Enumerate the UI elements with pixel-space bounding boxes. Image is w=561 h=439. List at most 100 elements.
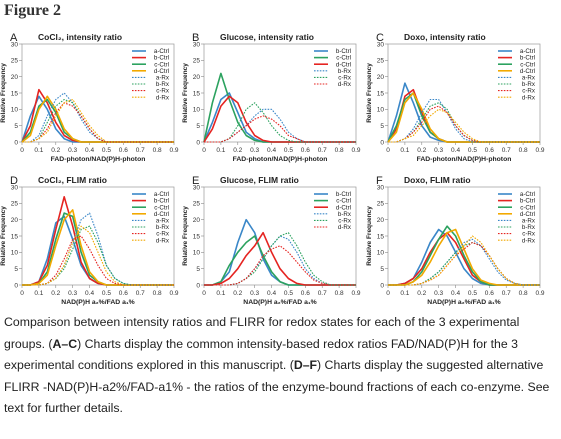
legend-label: b-Rx xyxy=(338,211,352,218)
legend-label: d-Ctrl xyxy=(336,204,351,211)
panel-letter: A xyxy=(10,32,18,44)
x-tick-label: 0.8 xyxy=(153,290,162,297)
legend-label: a-Rx xyxy=(156,218,170,225)
legend-label: a-Ctrl xyxy=(520,191,535,198)
y-tick-label: 15 xyxy=(193,90,201,97)
x-tick-label: 0.9 xyxy=(169,290,178,297)
chart-panel-f: F Doxo, FLIM ratio 0 5 10 15 20 25 30 0 0.1 0.2 0.3 0… xyxy=(366,175,545,306)
legend-label: d-Rx xyxy=(338,81,352,88)
y-tick-label: 5 xyxy=(14,266,18,273)
y-tick-label: 20 xyxy=(193,217,201,224)
legend-label: a-Rx xyxy=(522,75,536,82)
x-tick-label: 0.6 xyxy=(119,147,128,154)
legend-label: d-Ctrl xyxy=(154,68,169,75)
chart-panel-c: C Doxo, intensity ratio 0 5 10 15 20 25 30 0 0.1 0.… xyxy=(366,32,545,163)
x-tick-label: 0.3 xyxy=(68,290,77,297)
series-line-c-rx xyxy=(22,235,174,286)
x-tick-label: 0.1 xyxy=(216,147,225,154)
x-tick-label: 0.4 xyxy=(451,147,460,154)
x-tick-label: 0.5 xyxy=(468,147,477,154)
x-tick-label: 0.3 xyxy=(68,147,77,154)
legend-label: d-Ctrl xyxy=(336,61,351,68)
legend-label: d-Ctrl xyxy=(520,211,535,218)
x-axis-label: NAD(P)H a₂%/FAD a₁% xyxy=(61,299,134,306)
x-axis-label: FAD-photon/NAD(P)H-photon xyxy=(233,156,328,163)
series-line-d-rx xyxy=(22,225,174,286)
legend-label: c-Rx xyxy=(156,88,170,95)
x-tick-label: 0 xyxy=(202,290,206,297)
series-line-d-rx xyxy=(204,245,356,286)
x-tick-label: 0 xyxy=(386,147,390,154)
x-tick-label: 0.9 xyxy=(351,147,360,154)
series-line-d-rx xyxy=(22,98,174,143)
y-axis-label: Relative Frequency xyxy=(182,206,189,266)
panel-title: Glucose, intensity ratio xyxy=(220,32,314,42)
y-axis-label: Relative Frequency xyxy=(0,63,7,123)
panel-title: Doxo, FLIM ratio xyxy=(404,175,471,185)
y-tick-label: 25 xyxy=(193,201,201,208)
x-axis-label: NAD(P)H a₂%/FAD a₁% xyxy=(427,299,500,306)
series-line-d-rx xyxy=(388,235,540,286)
x-tick-label: 0.3 xyxy=(434,290,443,297)
series-line-a-ctrl xyxy=(21,95,174,143)
y-tick-label: 20 xyxy=(193,74,201,81)
legend-label: b-Rx xyxy=(156,81,170,88)
legend-label: b-Ctrl xyxy=(520,198,535,205)
panel-title: CoCl₂, intensity ratio xyxy=(38,32,122,42)
x-tick-label: 0.2 xyxy=(417,290,426,297)
x-tick-label: 0.7 xyxy=(318,290,327,297)
x-tick-label: 0.6 xyxy=(301,290,310,297)
y-tick-label: 15 xyxy=(11,90,19,97)
y-tick-label: 5 xyxy=(196,123,200,130)
x-tick-label: 0.6 xyxy=(485,290,494,297)
y-tick-label: 10 xyxy=(377,107,385,114)
chart-panel-d: D CoCl₂, FLIM ratio 0 5 10 15 20 25 30 0 0.1 0.2 0.3… xyxy=(0,175,179,306)
x-tick-label: 0.2 xyxy=(417,147,426,154)
plot-frame xyxy=(387,43,541,143)
series-line-d-rx xyxy=(204,115,356,143)
x-tick-label: 0.9 xyxy=(535,147,544,154)
series-line-c-ctrl xyxy=(22,212,174,286)
legend-label: c-Rx xyxy=(338,75,352,82)
series-line-b-ctrl xyxy=(21,88,174,143)
y-axis-label: Relative Frequency xyxy=(0,206,7,266)
series-line-c-ctrl xyxy=(204,235,356,286)
x-tick-label: 0.1 xyxy=(34,147,43,154)
y-tick-label: 5 xyxy=(380,266,384,273)
series-line-b-ctrl xyxy=(22,196,174,286)
x-tick-label: 0.4 xyxy=(451,290,460,297)
series-line-b-ctrl xyxy=(388,231,540,286)
legend-label: d-Rx xyxy=(522,94,536,101)
legend-label: d-Rx xyxy=(338,224,352,231)
legend-label: d-Ctrl xyxy=(154,211,169,218)
series-line-d-ctrl xyxy=(21,95,174,143)
x-tick-label: 0.9 xyxy=(169,147,178,154)
legend-label: c-Rx xyxy=(156,231,170,238)
y-tick-label: 25 xyxy=(377,58,385,65)
y-tick-label: 20 xyxy=(377,74,385,81)
chart-panel-b: B Glucose, intensity ratio 0 5 10 15 20 25 30 0 0.… xyxy=(182,32,361,163)
x-tick-label: 0.6 xyxy=(301,147,310,154)
y-tick-label: 15 xyxy=(193,233,201,240)
legend-label: b-Rx xyxy=(338,68,352,75)
x-tick-label: 0.3 xyxy=(250,147,259,154)
legend-label: c-Ctrl xyxy=(154,204,169,211)
x-tick-label: 0 xyxy=(20,147,24,154)
x-tick-label: 0.5 xyxy=(284,147,293,154)
x-tick-label: 0.4 xyxy=(267,147,276,154)
x-tick-label: 0.4 xyxy=(85,290,94,297)
x-tick-label: 0.1 xyxy=(34,290,43,297)
x-tick-label: 0.5 xyxy=(468,290,477,297)
y-tick-label: 25 xyxy=(193,58,201,65)
y-tick-label: 5 xyxy=(14,123,18,130)
x-tick-label: 0.2 xyxy=(51,290,60,297)
x-tick-label: 0.5 xyxy=(284,290,293,297)
x-tick-label: 0.2 xyxy=(233,147,242,154)
series-line-d-ctrl xyxy=(204,231,356,286)
y-tick-label: 0 xyxy=(380,282,384,289)
series-line-c-ctrl xyxy=(203,72,356,143)
panel-title: CoCl₂, FLIM ratio xyxy=(38,175,107,185)
y-tick-label: 0 xyxy=(14,282,18,289)
legend-label: b-Ctrl xyxy=(520,55,535,62)
y-tick-label: 5 xyxy=(196,266,200,273)
